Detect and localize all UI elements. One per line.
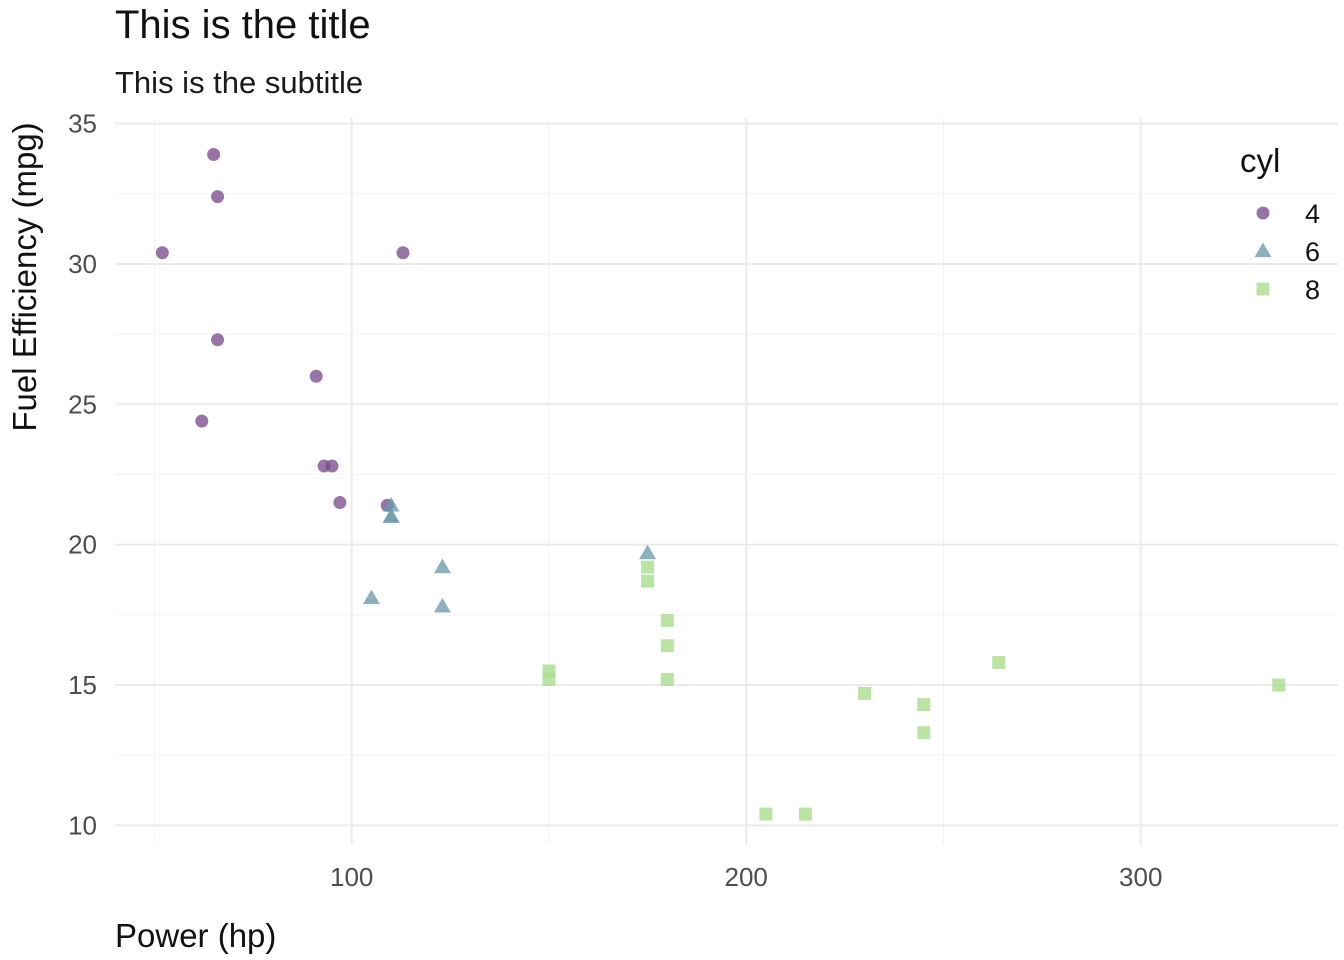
data-point-cyl-8 <box>759 807 773 821</box>
data-point-cyl-4 <box>211 333 225 347</box>
data-point-cyl-6 <box>433 558 451 574</box>
data-point-cyl-6 <box>433 597 451 613</box>
data-point-cyl-4 <box>309 369 323 383</box>
data-point-cyl-4 <box>396 246 410 260</box>
grid <box>115 118 1338 845</box>
data-point-cyl-4 <box>207 147 221 161</box>
legend-key-6 <box>1254 242 1272 258</box>
data-point-cyl-8 <box>660 672 674 686</box>
y-tick-label: 35 <box>68 109 97 139</box>
data-point-cyl-6 <box>382 496 400 512</box>
data-points <box>155 147 1286 821</box>
data-point-cyl-6 <box>362 589 380 605</box>
x-axis-title: Power (hp) <box>115 917 276 954</box>
data-point-cyl-8 <box>798 807 812 821</box>
y-axis-ticks: 10 15 20 25 30 35 <box>68 109 97 841</box>
data-point-cyl-4 <box>211 190 225 204</box>
data-point-cyl-8 <box>660 613 674 627</box>
data-point-cyl-8 <box>542 672 556 686</box>
chart-title: This is the title <box>115 3 371 47</box>
data-point-cyl-4 <box>155 246 169 260</box>
x-tick-label: 300 <box>1119 862 1162 892</box>
data-point-cyl-8 <box>641 574 655 588</box>
x-tick-label: 100 <box>330 862 373 892</box>
legend-label-4: 4 <box>1305 199 1320 229</box>
legend-key-4 <box>1256 206 1270 220</box>
y-tick-label: 15 <box>68 670 97 700</box>
legend-key-8 <box>1256 282 1270 296</box>
data-point-cyl-6 <box>639 544 657 560</box>
data-point-cyl-4 <box>195 414 209 428</box>
legend-label-8: 8 <box>1305 275 1320 305</box>
chart-subtitle: This is the subtitle <box>115 65 363 100</box>
data-point-cyl-8 <box>917 698 931 712</box>
legend: cyl 4 6 8 <box>1240 142 1320 305</box>
data-point-cyl-6 <box>382 508 400 523</box>
y-axis-title: Fuel Efficiency (mpg) <box>6 122 43 431</box>
legend-title: cyl <box>1240 142 1280 179</box>
y-tick-label: 25 <box>68 389 97 419</box>
y-tick-label: 30 <box>68 249 97 279</box>
data-point-cyl-8 <box>641 560 655 574</box>
legend-label-6: 6 <box>1305 237 1320 267</box>
data-point-cyl-4 <box>325 459 339 473</box>
x-tick-label: 200 <box>725 862 768 892</box>
data-point-cyl-8 <box>992 656 1006 670</box>
x-axis-ticks: 100 200 300 <box>330 862 1162 892</box>
y-tick-label: 10 <box>68 810 97 840</box>
data-point-cyl-8 <box>858 686 872 700</box>
data-point-cyl-4 <box>333 496 347 510</box>
data-point-cyl-8 <box>1272 678 1286 692</box>
legend-items: 4 6 8 <box>1254 199 1320 305</box>
y-tick-label: 20 <box>68 530 97 560</box>
data-point-cyl-8 <box>917 726 931 740</box>
data-point-cyl-8 <box>660 639 674 653</box>
